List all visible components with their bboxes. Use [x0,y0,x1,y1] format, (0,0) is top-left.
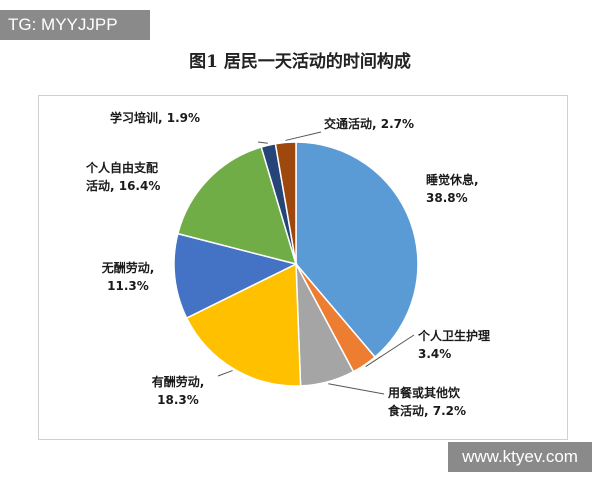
chart-title: 图1 居民一天活动的时间构成 [189,52,411,72]
slice-label: 学习培训, 1.9% [110,110,200,125]
slice-labels: 睡觉休息, 38.8% 个人卫生护理 3.4% 用餐或其他饮食活动, 7.2% 有酬劳动,… [85,110,490,418]
leader-line [328,383,385,395]
pie-slice [295,141,419,359]
leader-line [285,131,322,141]
leader-line [365,334,415,367]
pie-slice [176,146,298,266]
watermark-top-left: TG: MYYJJPP [0,10,150,40]
leader-lines [217,131,415,395]
slice-label: 有酬劳动, 18.3% [152,374,205,407]
pie-slice [185,262,302,387]
slice-label: 无酬劳动, 11.3% [101,260,155,293]
watermark-bottom-right: www.ktyev.com [448,442,592,472]
pie-slices [173,141,419,387]
leader-line [217,370,233,377]
slice-label: 交通活动, 2.7% [324,116,414,131]
slice-label: 个人自由支配活动, 16.4% [85,160,160,193]
chart-frame [38,95,568,440]
pie-slice [274,141,297,265]
slice-label: 睡觉休息, 38.8% [426,172,479,205]
slice-label: 个人卫生护理 3.4% [417,328,490,361]
pie-slice [173,232,299,320]
slice-label: 用餐或其他饮食活动, 7.2% [387,385,466,418]
leader-line [257,141,268,144]
